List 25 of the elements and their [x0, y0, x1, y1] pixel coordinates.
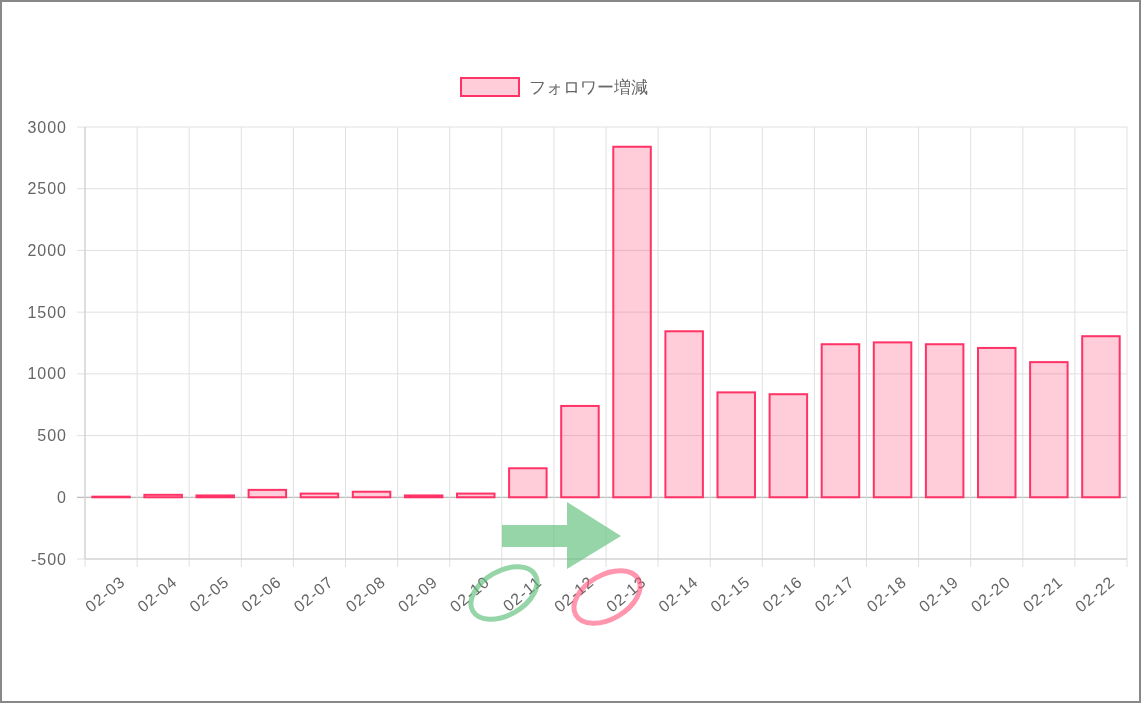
bar: [143, 493, 183, 499]
bar: [612, 145, 652, 499]
y-tick-label: 500: [37, 427, 67, 445]
y-tick-label: 2500: [27, 180, 67, 198]
y-tick-label: 1500: [27, 303, 67, 321]
bar: [560, 404, 600, 499]
bar: [716, 391, 757, 499]
legend-label: フォロワー増減: [529, 77, 648, 97]
bar: [247, 488, 288, 499]
bar: [924, 343, 965, 499]
y-tick-label: 2000: [27, 242, 67, 260]
bar: [976, 346, 1017, 499]
bar: [455, 492, 496, 499]
bar: [820, 343, 861, 499]
bar: [1029, 361, 1069, 499]
bar: [664, 330, 704, 499]
bar: [872, 341, 913, 499]
bar: [351, 490, 392, 499]
bar: [1081, 335, 1121, 499]
bar: [768, 393, 809, 499]
y-tick-label: 3000: [27, 118, 67, 136]
y-tick-label: 1000: [27, 365, 67, 383]
y-tick-label: 0: [57, 488, 67, 506]
y-tick-label: -500: [30, 550, 67, 568]
bar: [508, 467, 548, 499]
